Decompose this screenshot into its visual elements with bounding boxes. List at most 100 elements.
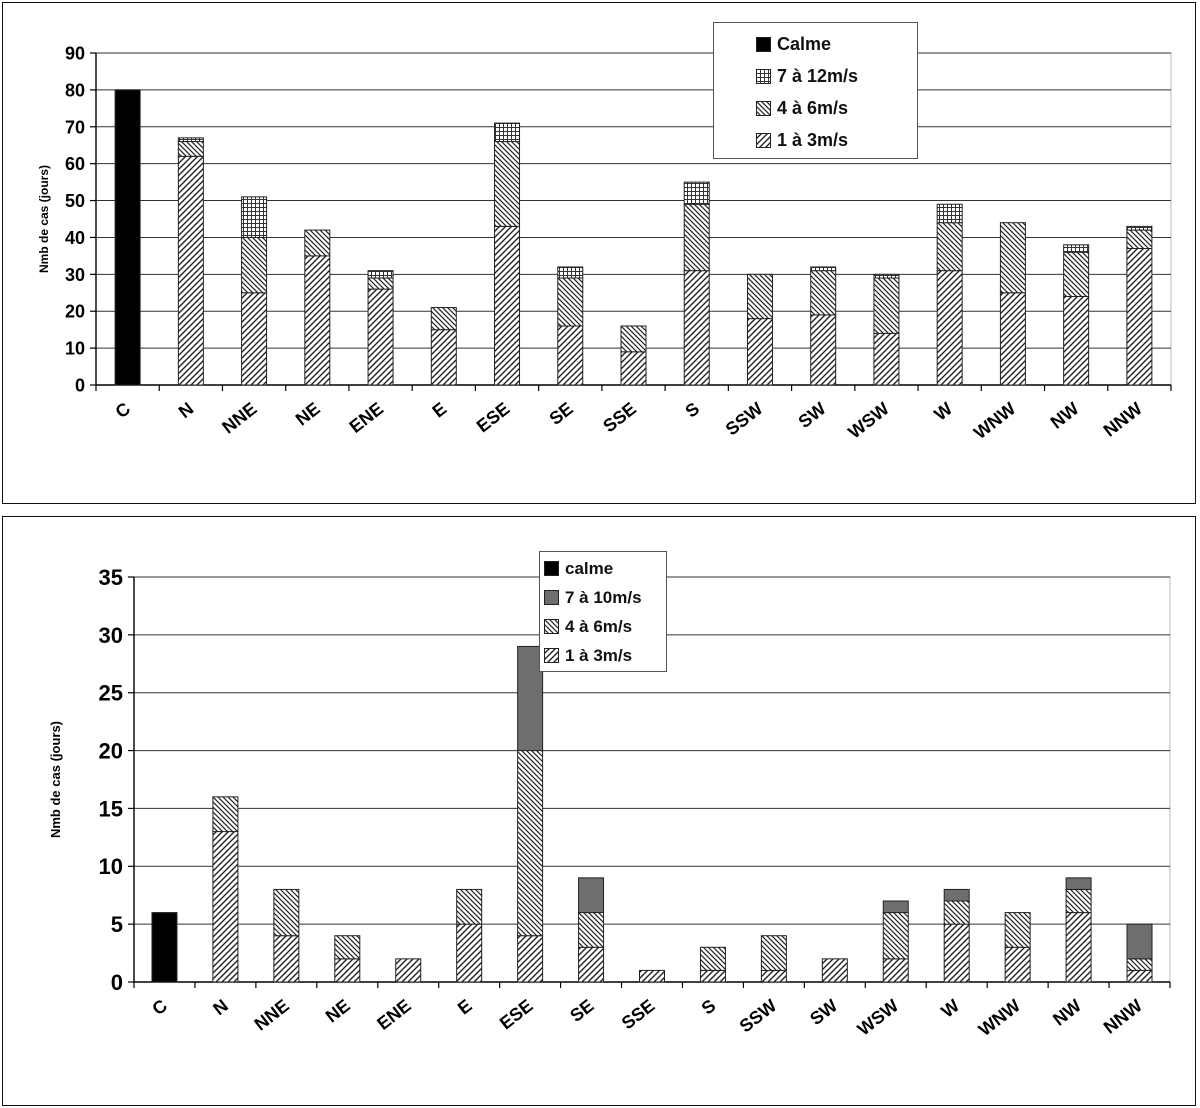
bar-sse-1-3m-s: [639, 969, 665, 983]
bar-ese-1-3m-s: [494, 225, 521, 386]
bar-sw-1-3m-s: [821, 958, 848, 983]
legend-label: 7 à 12m/s: [777, 65, 859, 86]
bar-s-4-6m-s: [699, 946, 726, 971]
bar-wsw-7-12m-s: [873, 273, 900, 279]
bar-wsw-4-6m-s: [882, 912, 909, 960]
bar-ese-7-10m-s: [517, 645, 544, 752]
bar-nw-4-6m-s: [1063, 251, 1090, 297]
x-category-label: ENE: [373, 995, 414, 1034]
legend-label: 4 à 6m/s: [777, 97, 849, 118]
legend-swatch-7-12m-s: [756, 68, 771, 84]
bar-n-4-6m-s: [177, 141, 204, 157]
y-tick-label: 20: [65, 302, 85, 322]
y-tick-label: 0: [75, 375, 85, 395]
x-category-label: NW: [1049, 995, 1085, 1029]
x-category-label: S: [698, 995, 720, 1018]
bar-e-4-6m-s: [430, 307, 457, 331]
bar-nnw-4-6m-s: [1126, 958, 1153, 971]
x-category-label: ESE: [473, 398, 514, 436]
bar-wnw-4-6m-s: [1004, 912, 1031, 948]
chart-2-svg: 0 5 10 15 20 25 30 35 C N NNE NE ENE E ESE SE SSE S SSW SW W…: [48, 565, 1171, 1040]
legend-item-calme: Calme: [756, 28, 917, 60]
bar-w-1-3m-s: [936, 270, 963, 386]
y-tick-label: 40: [65, 228, 85, 248]
legend-swatch-4-6m-s: [756, 100, 771, 116]
x-category-label: SSE: [599, 398, 640, 436]
bar-wnw-1-3m-s: [999, 292, 1026, 386]
bar-wsw-7-10m-s: [882, 900, 909, 914]
x-category-label: N: [175, 398, 198, 422]
y-tick-label: 15: [99, 796, 123, 821]
y-tick-label: 50: [65, 191, 85, 211]
bar-ne-4-6m-s: [334, 935, 361, 960]
bar-ssw-4-6m-s: [760, 935, 787, 971]
legend-swatch-calme: [756, 36, 771, 52]
y-tick-label: 30: [99, 623, 123, 648]
bar-ese-1-3m-s: [517, 935, 544, 983]
x-category-label: SW: [806, 995, 841, 1029]
bar-w-7-10m-s: [943, 888, 970, 902]
legend-label: 7 à 10m/s: [565, 587, 642, 607]
y-tick-label: 25: [99, 681, 123, 706]
legend-swatch-1-3m-s: [756, 132, 771, 148]
x-category-label: W: [930, 398, 956, 424]
bar-ene-4-6m-s: [367, 277, 394, 290]
chart-panel-1: 0 10 20 30 40 50 60 70 80 90 C N NNE NE ENE E ESE SE SSE S S…: [2, 2, 1196, 504]
x-category-label: N: [209, 995, 232, 1019]
x-category-label: NNW: [1100, 398, 1146, 440]
bar-nne-7-12m-s: [241, 196, 268, 238]
y-tick-label: 90: [65, 43, 85, 63]
y-tick-label: 0: [111, 970, 123, 995]
bar-se-1-3m-s: [578, 946, 605, 983]
bar-wsw-1-3m-s: [873, 332, 900, 386]
x-category-label: WNW: [970, 398, 1019, 443]
y-tick-label: 80: [65, 80, 85, 100]
bar-ese-4-6m-s: [517, 750, 544, 937]
x-category-label: SSW: [736, 995, 781, 1036]
legend-swatch-7-10m-s: [544, 590, 559, 605]
bar-n-1-3m-s: [212, 831, 239, 983]
x-category-label: E: [428, 398, 450, 421]
bar-nw-1-3m-s: [1065, 912, 1092, 983]
bar-n-4-6m-s: [212, 796, 239, 833]
bar-se-4-6m-s: [578, 912, 605, 948]
bar-c-calme: [151, 912, 178, 983]
bar-ese-4-6m-s: [494, 141, 521, 227]
y-tick-label: 10: [99, 854, 123, 879]
legend-label: 1 à 3m/s: [565, 645, 633, 665]
chart-panel-2: 0 5 10 15 20 25 30 35 C N NNE NE ENE E ESE SE SSE S SSW SW W…: [2, 516, 1196, 1106]
x-category-label: SSE: [618, 995, 659, 1033]
bar-nne-4-6m-s: [241, 236, 268, 294]
x-category-label: SW: [795, 398, 830, 432]
bar-nne-4-6m-s: [273, 888, 300, 937]
bar-se-1-3m-s: [557, 325, 584, 386]
bar-w-1-3m-s: [943, 923, 970, 983]
x-category-label: WNW: [975, 995, 1024, 1040]
bar-n-1-3m-s: [177, 155, 204, 386]
y-tick-label: 35: [99, 565, 123, 590]
bar-sw-7-12m-s: [810, 266, 837, 272]
y-tick-label: 5: [111, 912, 123, 937]
legend-item-4-6m-s: 4 à 6m/s: [756, 92, 917, 124]
bar-nnw-1-3m-s: [1126, 248, 1153, 386]
x-category-label: NE: [292, 398, 324, 429]
legend-item-calme: calme: [544, 554, 666, 583]
legend-swatch-4-6m-s: [544, 619, 559, 634]
x-category-label: NW: [1047, 398, 1083, 432]
x-category-label: NNW: [1100, 995, 1146, 1037]
chart-1-legend: Calme 7 à 12m/s 4 à 6m/s 1 à 3m/s: [713, 22, 918, 159]
bar-nnw-7-12m-s: [1126, 225, 1153, 231]
chart-2-legend: calme 7 à 10m/s 4 à 6m/s 1 à 3m/s: [539, 551, 667, 672]
bar-w-7-12m-s: [936, 203, 963, 224]
bar-ene-7-12m-s: [367, 270, 394, 279]
y-tick-label: 20: [99, 738, 123, 763]
bar-ene-1-3m-s: [395, 958, 422, 983]
bar-sse-4-6m-s: [620, 325, 647, 353]
bar-ne-1-3m-s: [304, 255, 331, 386]
bar-nnw-1-3m-s: [1126, 969, 1153, 983]
bar-nnw-4-6m-s: [1126, 229, 1153, 250]
bar-s-1-3m-s: [699, 969, 726, 983]
x-category-label: SSW: [722, 398, 767, 439]
bar-nne-1-3m-s: [273, 935, 300, 983]
